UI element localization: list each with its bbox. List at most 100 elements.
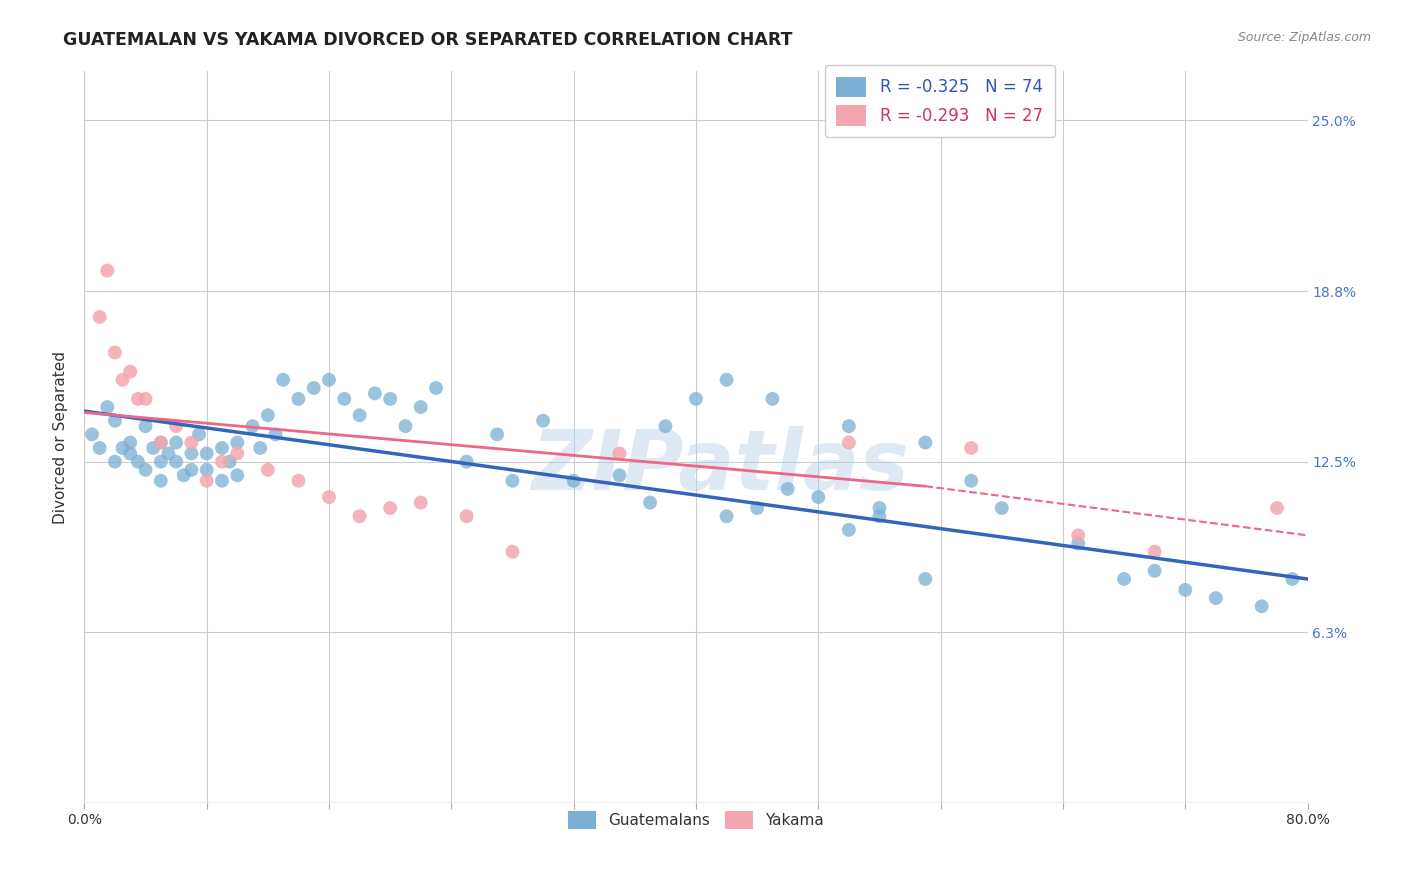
Point (96, 263, 118, 277)
Point (914, 572, 936, 586)
Point (409, 495, 432, 509)
Point (195, 446, 218, 460)
Point (195, 463, 218, 477)
Point (486, 427, 509, 442)
Point (142, 441, 165, 455)
Point (226, 446, 249, 460)
Point (135, 392, 157, 406)
Point (188, 427, 211, 442)
Point (120, 435, 142, 450)
Point (149, 455, 172, 469)
Point (349, 409, 371, 423)
Point (1067, 528, 1090, 542)
Point (165, 419, 187, 434)
Point (364, 386, 387, 401)
Point (716, 509, 738, 524)
Point (96, 400, 118, 414)
Point (135, 463, 157, 477)
Point (869, 509, 891, 524)
Point (349, 509, 371, 524)
Point (120, 446, 142, 460)
Point (165, 435, 187, 450)
Point (180, 446, 202, 460)
Point (127, 392, 149, 406)
Point (211, 474, 233, 488)
Point (456, 509, 478, 524)
Point (120, 365, 142, 379)
Point (111, 373, 134, 387)
Point (609, 468, 631, 483)
Point (456, 455, 478, 469)
Point (165, 455, 187, 469)
Point (531, 414, 554, 428)
Point (1250, 599, 1272, 614)
Point (838, 523, 860, 537)
Point (157, 446, 180, 460)
Point (807, 490, 830, 504)
Point (838, 419, 860, 434)
Point (104, 345, 127, 359)
Point (226, 468, 249, 483)
Point (257, 463, 280, 477)
Point (380, 392, 402, 406)
Point (104, 414, 127, 428)
Point (869, 501, 891, 516)
Point (226, 435, 249, 450)
Point (242, 419, 264, 434)
Text: Source: ZipAtlas.com: Source: ZipAtlas.com (1237, 31, 1371, 45)
Point (287, 474, 309, 488)
Point (838, 435, 860, 450)
Point (271, 373, 294, 387)
Point (302, 381, 325, 395)
Point (318, 490, 340, 504)
Point (80, 427, 103, 442)
Point (502, 545, 524, 559)
Point (747, 501, 769, 516)
Point (1114, 572, 1136, 586)
Point (149, 435, 172, 450)
Point (394, 419, 416, 434)
Legend: Guatemalans, Yakama: Guatemalans, Yakama (562, 805, 830, 836)
Point (173, 468, 195, 483)
Point (654, 419, 676, 434)
Point (218, 455, 240, 469)
Point (1205, 591, 1227, 606)
Point (638, 495, 661, 509)
Point (1143, 545, 1166, 559)
Point (318, 373, 340, 387)
Point (180, 463, 202, 477)
Point (991, 501, 1014, 516)
Point (180, 435, 202, 450)
Point (149, 435, 172, 450)
Point (111, 441, 134, 455)
Point (1174, 582, 1197, 597)
Text: GUATEMALAN VS YAKAMA DIVORCED OR SEPARATED CORRELATION CHART: GUATEMALAN VS YAKAMA DIVORCED OR SEPARAT… (63, 31, 793, 49)
Point (609, 446, 631, 460)
Point (1067, 536, 1090, 550)
Point (264, 427, 287, 442)
Y-axis label: Divorced or Separated: Divorced or Separated (53, 351, 69, 524)
Point (425, 381, 447, 395)
Point (562, 474, 585, 488)
Point (960, 474, 983, 488)
Point (287, 392, 309, 406)
Point (761, 392, 783, 406)
Point (127, 455, 149, 469)
Point (333, 392, 356, 406)
Point (89, 441, 111, 455)
Point (914, 435, 936, 450)
Point (89, 310, 111, 324)
Point (211, 455, 233, 469)
Point (380, 501, 402, 516)
Point (1265, 501, 1288, 516)
Point (1143, 564, 1166, 578)
Text: ZIPatlas: ZIPatlas (531, 425, 910, 507)
Point (195, 474, 218, 488)
Point (1281, 572, 1303, 586)
Point (409, 400, 432, 414)
Point (211, 441, 233, 455)
Point (135, 419, 157, 434)
Point (249, 441, 271, 455)
Point (104, 455, 127, 469)
Point (502, 474, 524, 488)
